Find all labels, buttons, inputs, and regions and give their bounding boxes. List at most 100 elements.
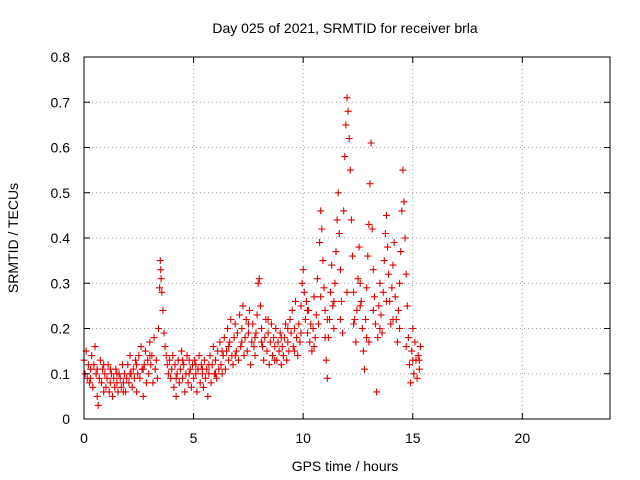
data-point [332, 248, 340, 256]
data-point [404, 334, 412, 342]
data-point [299, 266, 307, 274]
y-tick-label: 0.8 [51, 49, 71, 65]
data-point [156, 257, 164, 265]
data-point [380, 257, 388, 265]
data-point [230, 334, 238, 342]
data-point [195, 352, 203, 360]
data-point [185, 370, 193, 378]
data-point [286, 316, 294, 323]
data-point [196, 379, 204, 387]
data-point [113, 370, 121, 378]
data-point [256, 302, 264, 310]
data-point [166, 356, 173, 364]
axis-ticks [83, 56, 610, 420]
data-point [102, 383, 110, 391]
data-point [146, 338, 154, 346]
data-point [156, 284, 164, 292]
data-point [356, 302, 364, 310]
data-point [258, 338, 265, 346]
data-point [408, 347, 416, 355]
data-point [215, 365, 223, 373]
data-point [356, 279, 364, 287]
data-point [226, 338, 234, 346]
data-point [416, 343, 424, 351]
data-point [311, 334, 319, 342]
data-point [350, 288, 358, 296]
data-point [362, 316, 370, 323]
data-point [266, 338, 274, 346]
data-point [187, 383, 195, 391]
data-point [139, 365, 147, 373]
data-point [260, 356, 268, 364]
data-point [295, 320, 303, 328]
data-point [350, 320, 358, 328]
data-point [270, 334, 278, 342]
data-point [385, 270, 393, 278]
data-point [373, 388, 381, 396]
data-point [407, 379, 415, 387]
data-point [163, 361, 171, 369]
data-point [327, 288, 335, 296]
data-point [204, 392, 212, 400]
grid-lines [84, 57, 610, 419]
x-tick-label: 10 [295, 430, 311, 446]
x-tick-label: 0 [80, 430, 88, 446]
data-point [192, 361, 200, 369]
data-point [349, 252, 356, 260]
data-point [384, 243, 391, 251]
data-point [383, 211, 390, 219]
data-point [292, 297, 299, 305]
data-point [106, 365, 114, 373]
data-point [341, 153, 349, 161]
data-point [125, 379, 133, 387]
data-point [184, 379, 192, 387]
data-point [254, 279, 262, 287]
data-point [298, 279, 306, 287]
data-point [134, 370, 142, 378]
data-point [160, 329, 168, 337]
y-tick-label: 0.1 [51, 366, 71, 382]
data-point [364, 252, 372, 260]
data-point [258, 325, 265, 332]
data-point [179, 374, 187, 382]
data-point [237, 343, 245, 351]
data-point [173, 370, 181, 378]
data-point [267, 320, 275, 328]
data-point [261, 334, 269, 342]
data-point [88, 352, 96, 360]
data-point [193, 388, 201, 396]
data-point [168, 365, 176, 373]
data-point [282, 320, 290, 328]
data-point [169, 352, 177, 360]
data-point [357, 297, 365, 305]
data-point [301, 316, 309, 323]
data-point [209, 343, 217, 351]
y-tick-label: 0.6 [51, 140, 71, 156]
data-point [272, 325, 280, 332]
data-point [413, 374, 421, 382]
data-point [98, 379, 105, 387]
data-point [251, 352, 259, 360]
data-point [289, 343, 297, 351]
data-point [307, 320, 315, 328]
data-point [283, 356, 291, 364]
data-point [87, 365, 95, 373]
data-point [406, 361, 413, 369]
data-point [157, 266, 165, 274]
data-point [145, 370, 153, 378]
data-point [264, 316, 272, 323]
data-point [310, 343, 318, 351]
data-point [212, 356, 219, 364]
data-point [323, 374, 331, 382]
data-point [368, 225, 376, 233]
data-point [393, 338, 401, 346]
data-point [317, 207, 325, 215]
y-tick-label: 0 [62, 411, 70, 427]
data-point [365, 338, 373, 346]
data-point [201, 356, 208, 364]
data-point [379, 288, 387, 296]
data-point [277, 334, 285, 342]
data-point [389, 316, 397, 323]
data-point [103, 374, 111, 382]
data-point [94, 401, 102, 409]
